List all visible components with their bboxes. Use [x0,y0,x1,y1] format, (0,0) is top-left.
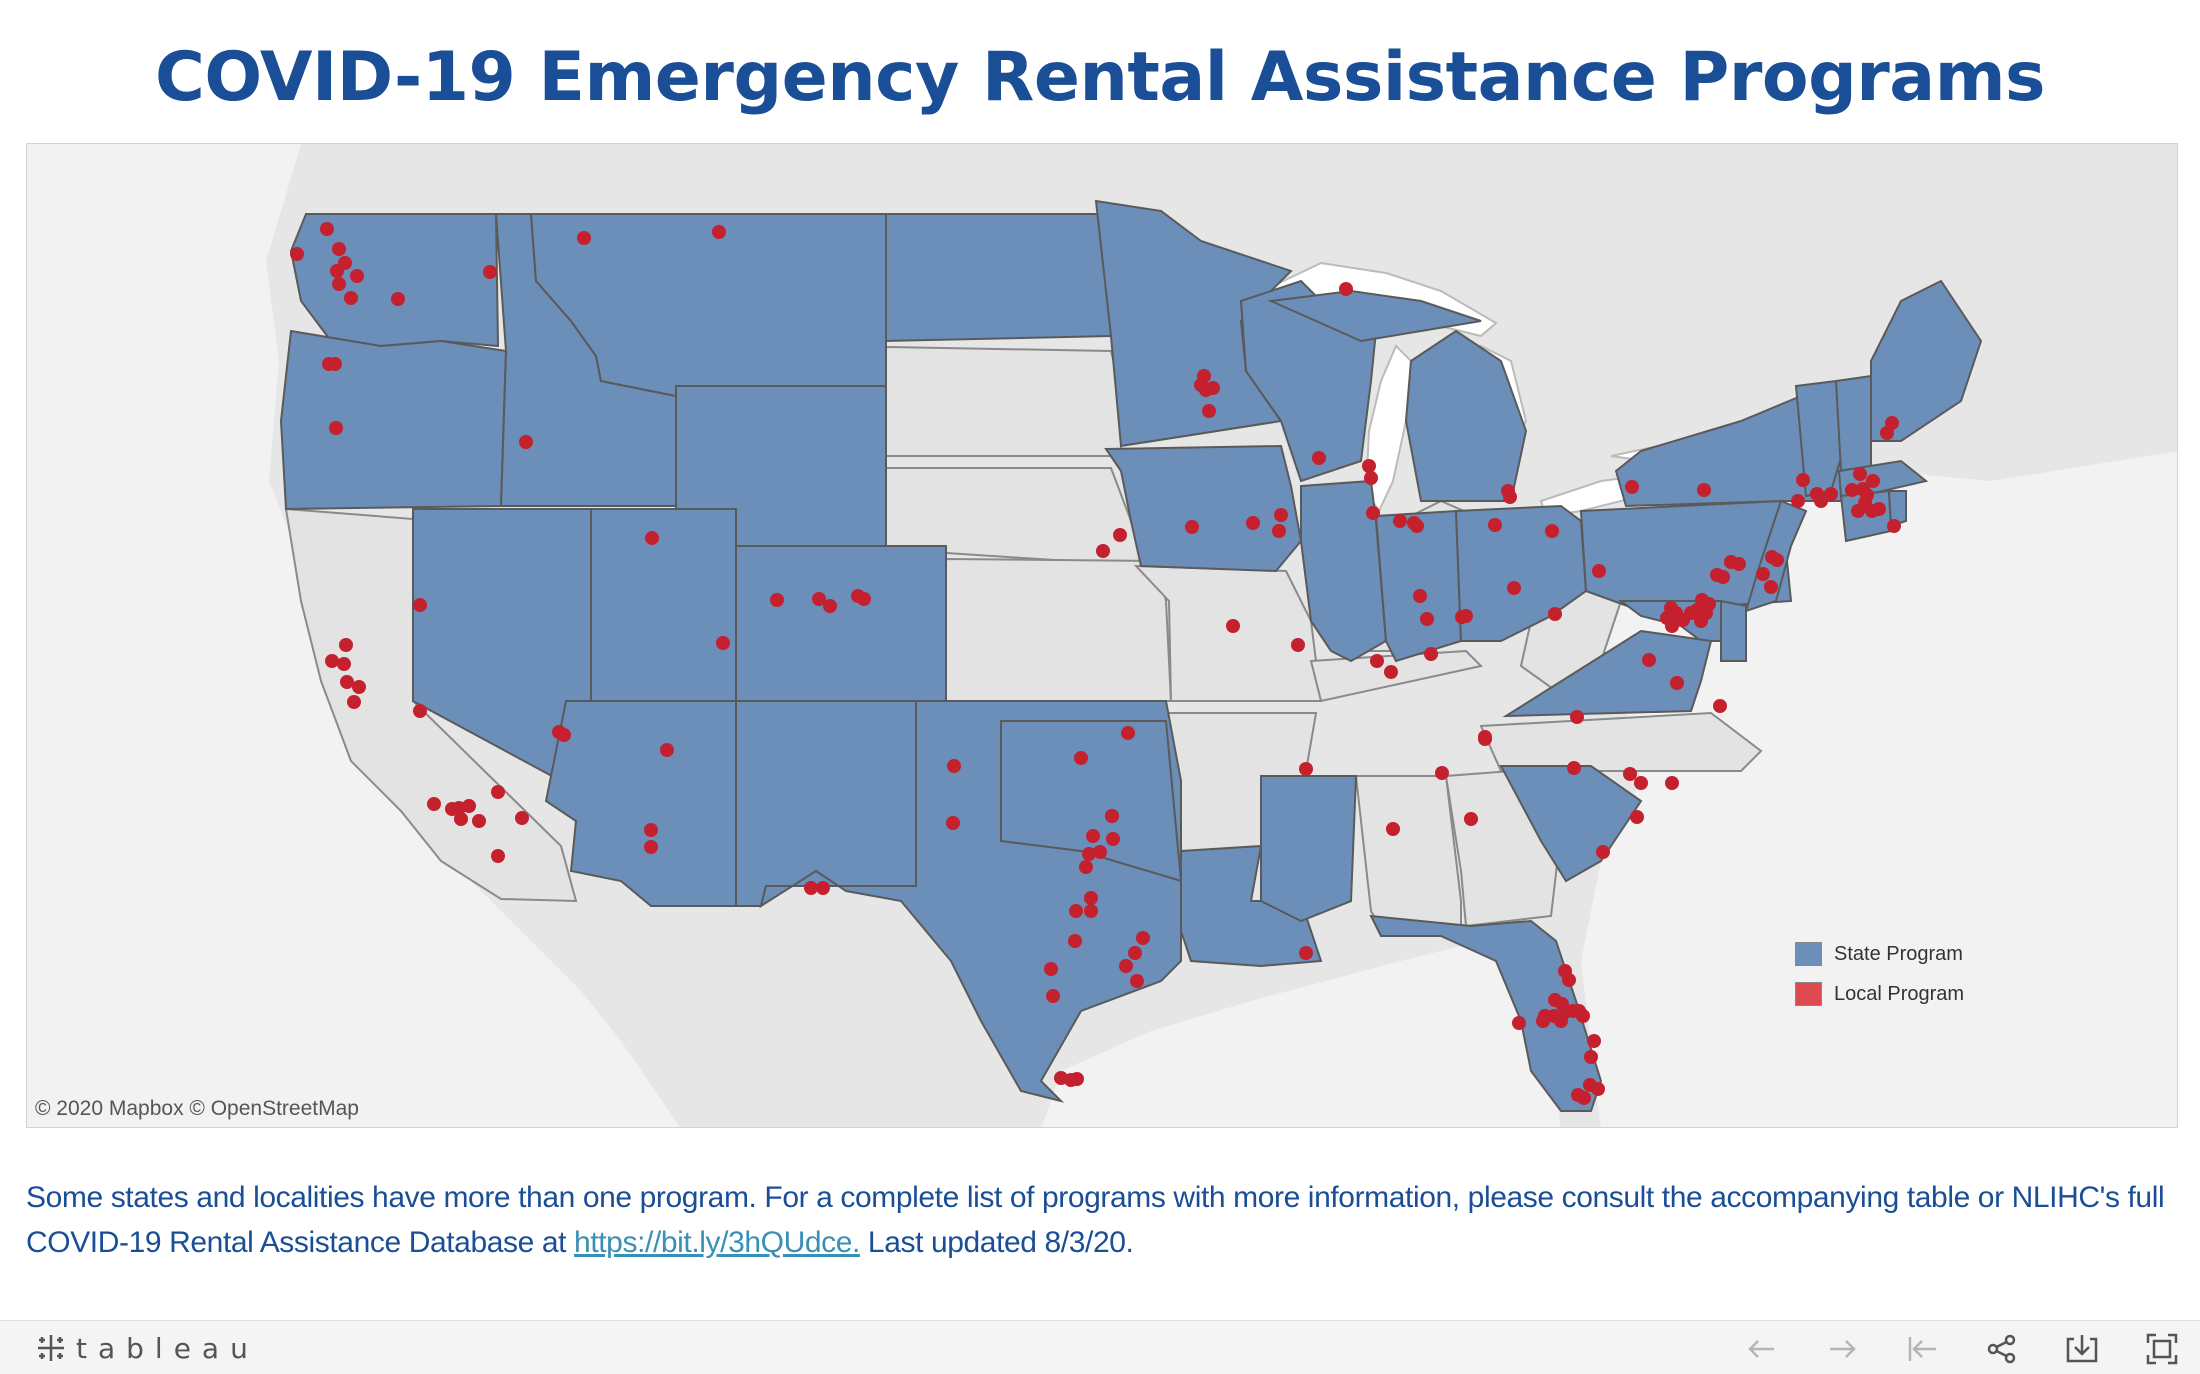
tableau-plus-icon [38,1335,64,1361]
tableau-toolbar: tableau [0,1320,2200,1374]
map-legend: State Program Local Program [1795,934,1964,1014]
download-icon[interactable] [2064,1331,2100,1367]
fullscreen-icon[interactable] [2144,1331,2180,1367]
local-program-markers [290,222,1901,1105]
map-view[interactable]: © 2020 Mapbox © OpenStreetMap State Prog… [26,143,2178,1128]
map-attribution: © 2020 Mapbox © OpenStreetMap [35,1097,359,1120]
revert-icon[interactable] [1904,1331,1940,1367]
us-map[interactable] [26,143,2178,1128]
legend-label-state: State Program [1834,942,1963,965]
undo-icon[interactable] [1744,1331,1780,1367]
footnote: Some states and localities have more tha… [26,1175,2186,1265]
legend-label-local: Local Program [1834,982,1965,1005]
footnote-text: Some states and localities have more tha… [26,1181,2165,1259]
legend-item-local[interactable]: Local Program [1795,974,1964,1014]
tableau-wordmark: tableau [76,1331,259,1365]
non-program-states [284,345,1763,938]
redo-icon[interactable] [1824,1331,1860,1367]
legend-item-state[interactable]: State Program [1795,934,1964,974]
database-link[interactable]: https://bit.ly/3hQUdce. [574,1226,860,1259]
page-title: COVID-19 Emergency Rental Assistance Pro… [154,38,2046,117]
tableau-logo[interactable]: tableau [34,1331,259,1365]
share-icon[interactable] [1984,1331,2020,1367]
legend-swatch-state [1795,942,1822,966]
legend-swatch-local [1795,982,1822,1006]
last-updated: Last updated 8/3/20. [867,1226,1134,1259]
